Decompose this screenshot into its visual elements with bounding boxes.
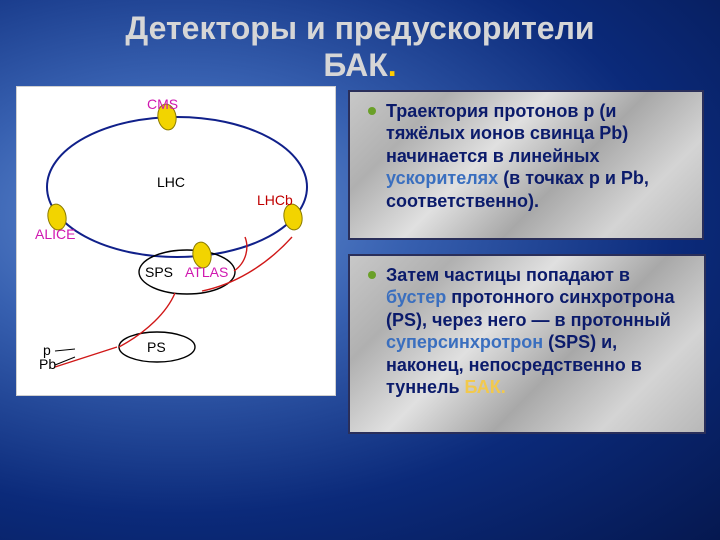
svg-text:LHC: LHC	[157, 174, 185, 190]
p2-hl3: БАК.	[465, 377, 506, 397]
p2-pre1: Затем частицы попадают в	[386, 265, 630, 285]
title-line1: Детекторы и предускорители	[125, 10, 594, 46]
panel-1-row: Траектория протонов p (и тяжёлых ионов с…	[368, 100, 692, 213]
p1-pre: Траектория протонов p (и тяжёлых ионов с…	[386, 101, 628, 166]
p2-hl2: суперсинхротрон	[386, 332, 543, 352]
title-dot: .	[388, 47, 397, 83]
svg-text:SPS: SPS	[145, 264, 173, 280]
panel-2-text: Затем частицы попадают в бустер протонно…	[386, 264, 694, 399]
bullet-icon	[368, 107, 376, 115]
panel-2: Затем частицы попадают в бустер протонно…	[348, 254, 706, 434]
p2-hl1: бустер	[386, 287, 446, 307]
svg-text:PS: PS	[147, 339, 166, 355]
panel-2-row: Затем частицы попадают в бустер протонно…	[368, 264, 694, 399]
svg-text:ALICE: ALICE	[35, 226, 75, 242]
bullet-icon	[368, 271, 376, 279]
panel-1-text: Траектория протонов p (и тяжёлых ионов с…	[386, 100, 692, 213]
svg-text:CMS: CMS	[147, 96, 178, 112]
p1-hl: ускорителях	[386, 168, 498, 188]
lhc-diagram: CMSALICEATLASLHCbLHCSPSPSpPb	[16, 86, 336, 396]
svg-text:Pb: Pb	[39, 356, 56, 372]
title-line2: БАК	[323, 47, 387, 83]
slide-title: Детекторы и предускорители БАК.	[0, 0, 720, 90]
svg-text:ATLAS: ATLAS	[185, 264, 228, 280]
panel-1: Траектория протонов p (и тяжёлых ионов с…	[348, 90, 704, 240]
content-row: CMSALICEATLASLHCbLHCSPSPSpPb Траектория …	[0, 90, 720, 434]
right-column: Траектория протонов p (и тяжёлых ионов с…	[348, 90, 704, 434]
svg-text:LHCb: LHCb	[257, 192, 293, 208]
